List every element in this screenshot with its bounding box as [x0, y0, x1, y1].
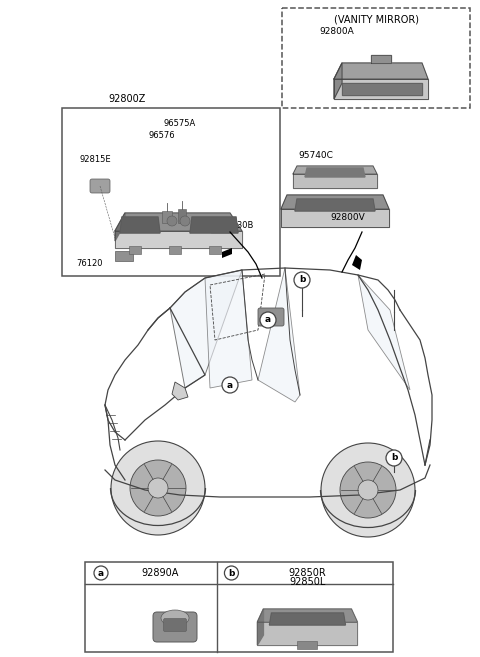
Bar [178, 209, 186, 223]
Text: b: b [228, 568, 235, 578]
Ellipse shape [161, 610, 189, 626]
Circle shape [225, 566, 239, 580]
Polygon shape [334, 63, 342, 99]
FancyBboxPatch shape [153, 612, 197, 642]
Polygon shape [293, 166, 377, 174]
Bar [85, 562, 393, 652]
Polygon shape [295, 199, 375, 211]
Text: b: b [391, 453, 397, 463]
Circle shape [130, 460, 186, 516]
Text: 95740C: 95740C [298, 150, 333, 160]
Text: 92890A: 92890A [141, 568, 179, 578]
Polygon shape [190, 217, 238, 233]
Circle shape [294, 272, 310, 288]
Circle shape [148, 478, 168, 498]
Polygon shape [120, 217, 160, 233]
Circle shape [321, 443, 415, 537]
Text: 76120: 76120 [77, 258, 103, 267]
Circle shape [340, 462, 396, 518]
Text: 92800V: 92800V [330, 214, 365, 223]
Polygon shape [269, 613, 346, 625]
FancyBboxPatch shape [210, 219, 232, 233]
Text: a: a [265, 315, 271, 325]
Bar [298, 641, 317, 649]
Bar [62, 108, 280, 276]
Polygon shape [205, 270, 252, 388]
Circle shape [386, 450, 402, 466]
Text: 92850L: 92850L [289, 577, 325, 587]
Polygon shape [257, 609, 264, 645]
Circle shape [94, 566, 108, 580]
Polygon shape [352, 255, 362, 270]
Polygon shape [258, 268, 300, 402]
Circle shape [167, 216, 177, 226]
Polygon shape [172, 382, 188, 400]
FancyBboxPatch shape [90, 179, 110, 193]
FancyBboxPatch shape [258, 308, 284, 326]
Polygon shape [170, 270, 242, 388]
Polygon shape [281, 209, 389, 227]
Polygon shape [115, 213, 125, 241]
Polygon shape [358, 275, 410, 390]
FancyBboxPatch shape [115, 251, 133, 261]
Polygon shape [293, 174, 377, 188]
Bar [169, 246, 181, 254]
Bar [209, 246, 221, 254]
Polygon shape [281, 195, 389, 209]
Circle shape [222, 377, 238, 393]
Polygon shape [222, 248, 232, 258]
FancyBboxPatch shape [164, 618, 187, 631]
Polygon shape [257, 609, 358, 622]
Text: 96576: 96576 [149, 131, 175, 141]
Text: 92830B: 92830B [222, 221, 254, 231]
Polygon shape [115, 231, 242, 248]
Text: a: a [227, 380, 233, 390]
Text: 96575A: 96575A [164, 120, 196, 129]
Text: a: a [98, 568, 104, 578]
Bar [282, 8, 470, 108]
Text: b: b [299, 275, 305, 284]
Polygon shape [334, 63, 428, 79]
Text: 92800Z: 92800Z [108, 94, 146, 104]
Polygon shape [342, 83, 422, 95]
Circle shape [260, 312, 276, 328]
Text: 92850R: 92850R [288, 568, 326, 578]
Text: (VANITY MIRROR): (VANITY MIRROR) [334, 14, 419, 24]
Text: 92815E: 92815E [80, 156, 112, 164]
Text: 92800A: 92800A [320, 28, 354, 37]
Circle shape [180, 216, 190, 226]
Circle shape [111, 441, 205, 535]
Polygon shape [305, 168, 365, 177]
Polygon shape [371, 55, 391, 63]
Bar [162, 211, 172, 223]
Polygon shape [334, 79, 428, 99]
Circle shape [358, 480, 378, 500]
Polygon shape [257, 622, 358, 645]
Polygon shape [115, 213, 242, 231]
Bar [129, 246, 141, 254]
